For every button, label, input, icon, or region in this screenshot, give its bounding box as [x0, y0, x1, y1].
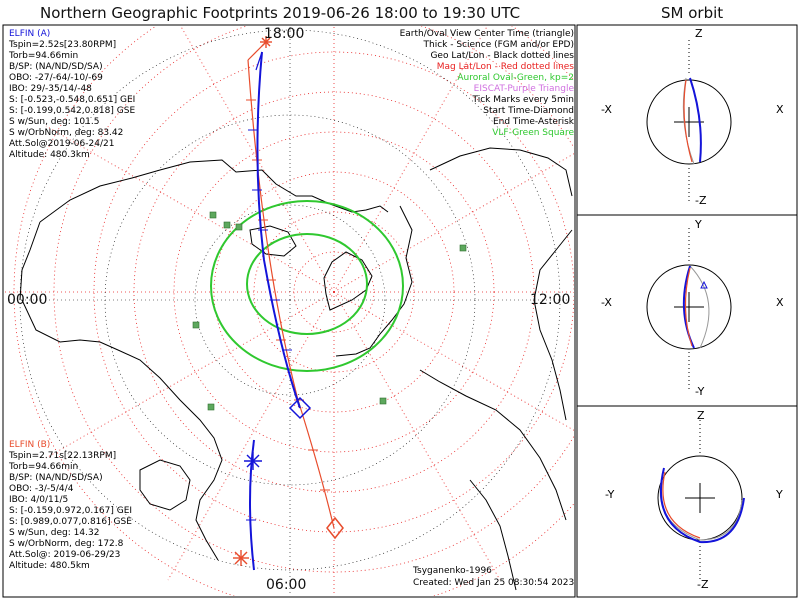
sm-panel-yz [657, 420, 745, 580]
elfin-b-line: OBO: -3/-5/4/4 [9, 484, 74, 494]
elfin-b-line: S w/Sun, deg: 14.32 [9, 528, 100, 538]
legend-item: VLF-Green Square [492, 128, 574, 138]
sm2-bottom-label: -Y [695, 385, 705, 398]
elfin-a-line: Att.Sol@2019-06-24/21 [9, 139, 115, 149]
figure-title: Northern Geographic Footprints 2019-06-2… [40, 4, 521, 22]
credit: Tsyganenko-1996 [413, 566, 492, 576]
auroral-oval [210, 200, 404, 372]
sm1-top-label: Z [695, 27, 703, 40]
sm3-right-label: Y [776, 488, 783, 501]
elfin-b-line: Altitude: 480.5km [9, 561, 90, 571]
clock-left: 00:00 [7, 292, 48, 308]
elfin-b-line: S: [-0.159,0.972,0.167] GEI [9, 506, 133, 516]
elfin-a-line: Altitude: 480.3km [9, 150, 90, 160]
elfin-b-line: IBO: 4/0/11/5 [9, 495, 69, 505]
sm1-left-label: -X [601, 103, 612, 116]
elfin-a-start-diamond [288, 396, 312, 420]
legend-item: End Time-Asterisk [492, 117, 574, 127]
sm-frame [576, 24, 798, 598]
elfin-a-ticks [246, 129, 292, 521]
sm1-right-label: X [776, 103, 784, 116]
elfin-b-start-diamond [326, 516, 344, 540]
elfin-b-track [246, 36, 344, 540]
elfin-a-line: S w/Sun, deg: 101.5 [9, 117, 100, 127]
continent-outlines [19, 147, 573, 591]
legend-item: Thick - Science (FGM and/or EPD) [423, 40, 574, 50]
sm1-bottom-label: -Z [695, 194, 707, 207]
sm-panel-xz [646, 40, 732, 202]
legend-item: Earth/Oval View Center Time (triangle) [399, 29, 574, 39]
polar-map [4, 26, 574, 596]
elfin-a-line: S: [-0.199,0.542,0.818] GSE [9, 106, 136, 116]
sm2-right-label: X [776, 296, 784, 309]
mag-lon-lines [4, 26, 574, 596]
elfin-b-line: S w/OrbNorm, deg: 172.8 [9, 539, 124, 549]
elfin-b-line: Torb=94.66min [9, 462, 79, 472]
elfin-b-line: Tspin=2.71s[22.13RPM] [9, 451, 117, 461]
sm3-left-label: -Y [605, 488, 615, 501]
created-timestamp: Created: Wed Jan 25 08:30:54 2023 [413, 578, 575, 588]
elfin-b-line: B/SP: (NA/ND/SD/SA) [9, 473, 103, 483]
clock-right: 12:00 [530, 292, 571, 308]
sm-panel-xy [646, 228, 732, 392]
elfin-a-name: ELFIN (A) [9, 29, 51, 39]
elfin-b-line: S: [0.989,0.077,0.816] GSE [9, 517, 132, 527]
sm3-top-label: Z [697, 409, 705, 422]
elfin-a-line: Tspin=2.52s[23.80RPM] [9, 40, 117, 50]
elfin-b-asterisk-bottom [233, 550, 249, 566]
legend-item: Geo Lat/Lon - Black dotted lines [430, 51, 574, 61]
elfin-a-end-asterisk [244, 452, 262, 470]
elfin-a-line: B/SP: (NA/ND/SD/SA) [9, 62, 103, 72]
elfin-a-line: Torb=94.66min [9, 51, 79, 61]
vlf-stations [192, 211, 467, 411]
sm2-left-label: -X [601, 296, 612, 309]
sm-title: SM orbit [661, 4, 724, 22]
elfin-a-track [233, 51, 312, 571]
elfin-a-info: ELFIN (A) Tspin=2.52s[23.80RPM] Torb=94.… [9, 29, 135, 161]
clock-top: 18:00 [264, 26, 305, 42]
elfin-a-line: S w/OrbNorm, deg: 83.42 [9, 128, 124, 138]
legend-item: Auroral Oval-Green, kp=2 [457, 73, 574, 83]
elfin-b-end-asterisk [260, 36, 272, 48]
geo-grid [6, 26, 570, 596]
sm3-bottom-label: -Z [697, 578, 709, 591]
legend-item: Mag Lat/Lon - Red dotted lines [436, 62, 574, 72]
map-frame [2, 24, 576, 598]
sm2-top-label: Y [695, 218, 702, 231]
legend-item: EISCAT-Purple Triangle [473, 84, 574, 94]
legend-item: Start Time-Diamond [483, 106, 574, 116]
elfin-a-line: IBO: 29/-35/14/-48 [9, 84, 92, 94]
legend-item: Tick Marks every 5min [472, 95, 574, 105]
elfin-b-ticks [246, 99, 330, 491]
elfin-b-name: ELFIN (B) [9, 440, 51, 450]
legend: Earth/Oval View Center Time (triangle) T… [400, 29, 574, 139]
elfin-b-line: Att.Sol@: 2019-06-29/23 [9, 550, 121, 560]
elfin-b-info: ELFIN (B) Tspin=2.71s[22.13RPM] Torb=94.… [9, 440, 132, 572]
elfin-a-line: OBO: -27/-64/-10/-69 [9, 73, 103, 83]
clock-bottom: 06:00 [266, 577, 307, 593]
elfin-a-line: S: [-0.523,-0.548,0.651] GEI [9, 95, 136, 105]
